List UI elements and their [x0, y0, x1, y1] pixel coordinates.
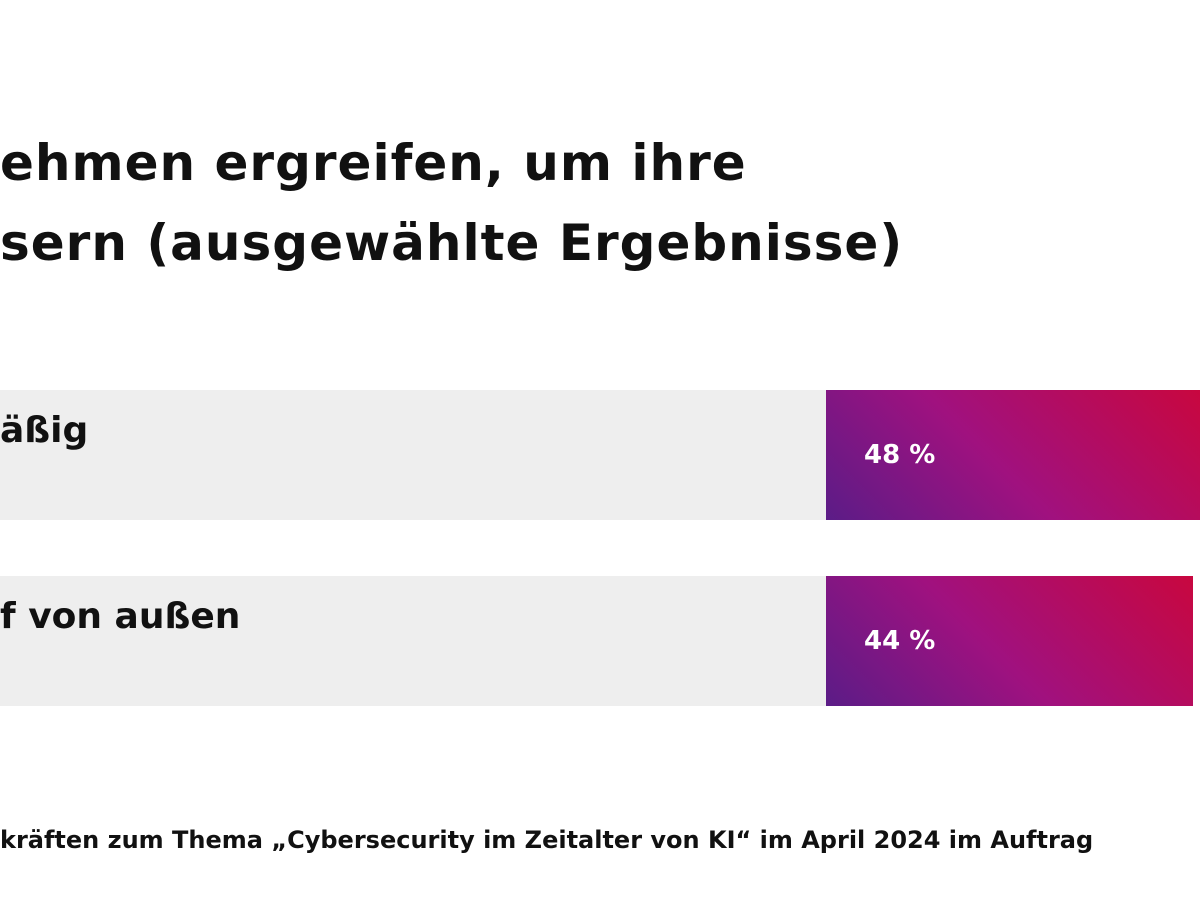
bar-row: äßig 48 % — [0, 390, 1200, 520]
bar-category-label: äßig — [0, 410, 89, 451]
bar-value-label: 44 % — [864, 626, 936, 656]
bar-track — [0, 576, 826, 706]
bar-value-label: 48 % — [864, 440, 936, 470]
bar: 44 % — [826, 576, 1193, 706]
bar-row: f von außen 44 % — [0, 576, 1200, 706]
bar: 48 % — [826, 390, 1200, 520]
bar-category-label: f von außen — [0, 596, 241, 637]
chart-title-line-2: sern (ausgewählte Ergebnisse) — [0, 214, 904, 272]
chart-footnote: kräften zum Thema „Cybersecurity im Zeit… — [0, 826, 1094, 854]
chart-title-line-1: ehmen ergreifen, um ihre — [0, 134, 747, 192]
bar-track — [0, 390, 826, 520]
